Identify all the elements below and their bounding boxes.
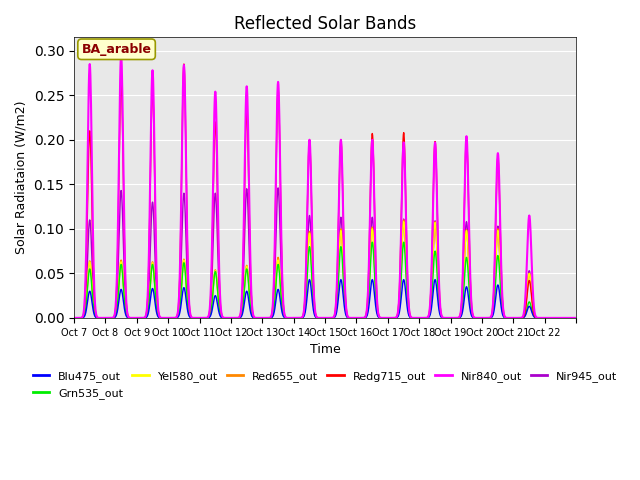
X-axis label: Time: Time (310, 343, 340, 356)
Y-axis label: Solar Radiataion (W/m2): Solar Radiataion (W/m2) (15, 101, 28, 254)
Text: BA_arable: BA_arable (81, 43, 152, 56)
Legend: Blu475_out, Grn535_out, Yel580_out, Red655_out, Redg715_out, Nir840_out, Nir945_: Blu475_out, Grn535_out, Yel580_out, Red6… (28, 367, 622, 403)
Title: Reflected Solar Bands: Reflected Solar Bands (234, 15, 416, 33)
